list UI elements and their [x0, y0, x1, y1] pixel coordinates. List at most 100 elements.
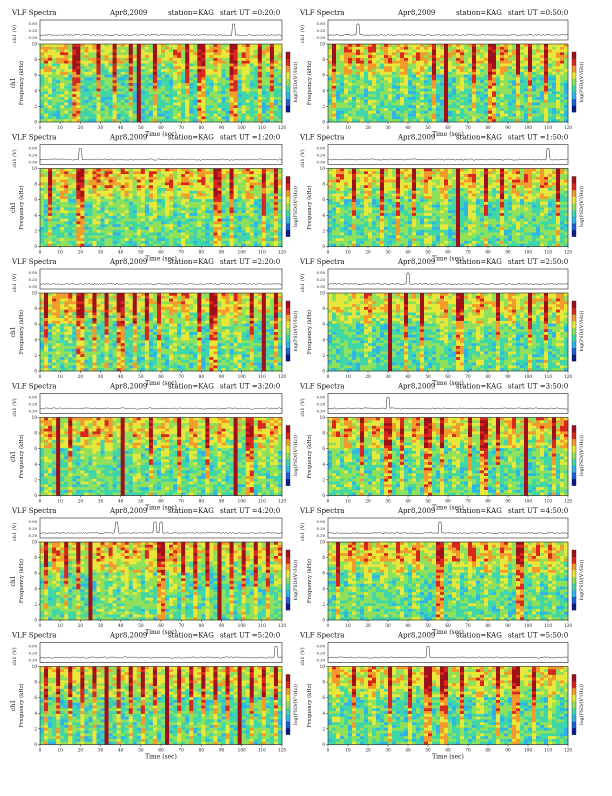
spectrogram-cell: [472, 97, 476, 100]
spectrogram-cell: [129, 174, 133, 177]
spectrogram-cell: [262, 86, 266, 89]
spectrogram-cell: [242, 83, 246, 86]
spectrogram-cell: [520, 44, 524, 47]
spectrogram-cell: [213, 180, 217, 183]
spectrogram-cell: [173, 202, 177, 205]
spectrogram-cell: [60, 241, 64, 244]
spectrogram-cell: [165, 180, 169, 183]
spectrogram-cell: [548, 58, 552, 61]
spectrogram-cell: [209, 86, 213, 89]
spectrogram-cell: [145, 196, 149, 199]
spectrogram-cell: [105, 180, 109, 183]
spectrogram-cell: [512, 44, 516, 47]
spectrogram-cell: [125, 72, 129, 75]
spectrogram-cell: [368, 72, 372, 75]
spectrogram-cell: [60, 202, 64, 205]
spectrogram-cell: [121, 182, 125, 185]
spectrogram-cell: [262, 50, 266, 53]
spectrogram-cell: [109, 66, 113, 69]
spectrogram-cell: [149, 213, 153, 216]
spectrogram-cell: [105, 89, 109, 92]
spectrogram-cell: [125, 221, 129, 224]
spectrogram-cell: [72, 75, 76, 78]
spectrogram-cell: [352, 69, 356, 72]
spectrogram-cell: [496, 47, 500, 50]
spectrogram-cell: [52, 66, 56, 69]
spectrogram-cell: [52, 72, 56, 75]
spectrogram-cell: [388, 103, 392, 106]
spectrogram-cell: [540, 108, 544, 111]
spectrogram-cell: [165, 235, 169, 238]
spectrogram-cell: [137, 105, 141, 108]
spectrogram-cell: [532, 105, 536, 108]
spectrogram-cell: [440, 108, 444, 111]
spectrogram-cell: [392, 86, 396, 89]
freq-ylabel: Frequency (kHz): [306, 61, 313, 105]
spectrogram-cell: [113, 75, 117, 78]
spectrogram-cell: [238, 103, 242, 106]
spectrogram-cell: [157, 208, 161, 211]
spectrogram-cell: [109, 230, 113, 233]
spectrogram-cell: [384, 52, 388, 55]
spectrogram-cell: [60, 208, 64, 211]
spectrogram-cell: [165, 169, 169, 172]
spectrogram-cell: [556, 47, 560, 50]
spectrogram-cell: [356, 77, 360, 80]
spectrogram-cell: [113, 177, 117, 180]
spectrogram-cell: [516, 61, 520, 64]
spectrogram-cell: [105, 66, 109, 69]
spectrogram-cell: [508, 91, 512, 94]
spectrogram-cell: [428, 58, 432, 61]
spectrogram-cell: [92, 233, 96, 236]
spectrogram-cell: [56, 235, 60, 238]
spectrogram-cell: [197, 199, 201, 202]
spectrogram-cell: [169, 100, 173, 103]
spectrogram-cell: [217, 182, 221, 185]
spectrogram-cell: [480, 100, 484, 103]
spectrogram-cell: [169, 72, 173, 75]
colorbar-segment: [286, 72, 290, 79]
spectrogram-cell: [137, 194, 141, 197]
spectrogram-cell: [181, 199, 185, 202]
spectrogram-cell: [201, 169, 205, 172]
spectrogram-cell: [376, 108, 380, 111]
spectrogram-cell: [92, 94, 96, 97]
spectrogram-cell: [137, 52, 141, 55]
spectrogram-cell: [400, 100, 404, 103]
spectrogram-cell: [246, 208, 250, 211]
spectrogram-cell: [464, 47, 468, 50]
panel-title: VLF Spectra: [299, 9, 344, 17]
spectrogram-cell: [129, 227, 133, 230]
spectrogram-cell: [217, 185, 221, 188]
spectrogram-cell: [364, 97, 368, 100]
spectrogram-cell: [460, 114, 464, 117]
spectrogram-cell: [145, 55, 149, 58]
time-tick-label: 60: [158, 125, 164, 130]
spectrogram-cell: [72, 202, 76, 205]
spectrogram-cell: [64, 94, 68, 97]
spectrogram-cell: [205, 205, 209, 208]
spectrogram-cell: [133, 191, 137, 194]
spectrogram-cell: [145, 171, 149, 174]
spectrogram-cell: [246, 91, 250, 94]
spectrogram-cell: [197, 86, 201, 89]
spectrogram-cell: [173, 94, 177, 97]
spectrogram-cell: [161, 199, 165, 202]
spectrogram-cell: [185, 205, 189, 208]
spectrogram-cell: [129, 199, 133, 202]
spectrogram-cell: [169, 191, 173, 194]
spectrogram-cell: [101, 66, 105, 69]
spectrogram-cell: [328, 55, 332, 58]
spectrogram-cell: [173, 191, 177, 194]
spectrogram-cell: [80, 97, 84, 100]
spectrogram-cell: [137, 80, 141, 83]
ts-ylabel: ch1 (V): [299, 25, 306, 43]
spectrogram-cell: [528, 52, 532, 55]
spectrogram-cell: [476, 105, 480, 108]
spectrogram-cell: [552, 55, 556, 58]
spectrogram-cell: [372, 94, 376, 97]
spectrogram-cell: [548, 64, 552, 67]
spectrogram-cell: [352, 91, 356, 94]
spectrogram-cell: [258, 94, 262, 97]
spectrogram-cell: [332, 69, 336, 72]
